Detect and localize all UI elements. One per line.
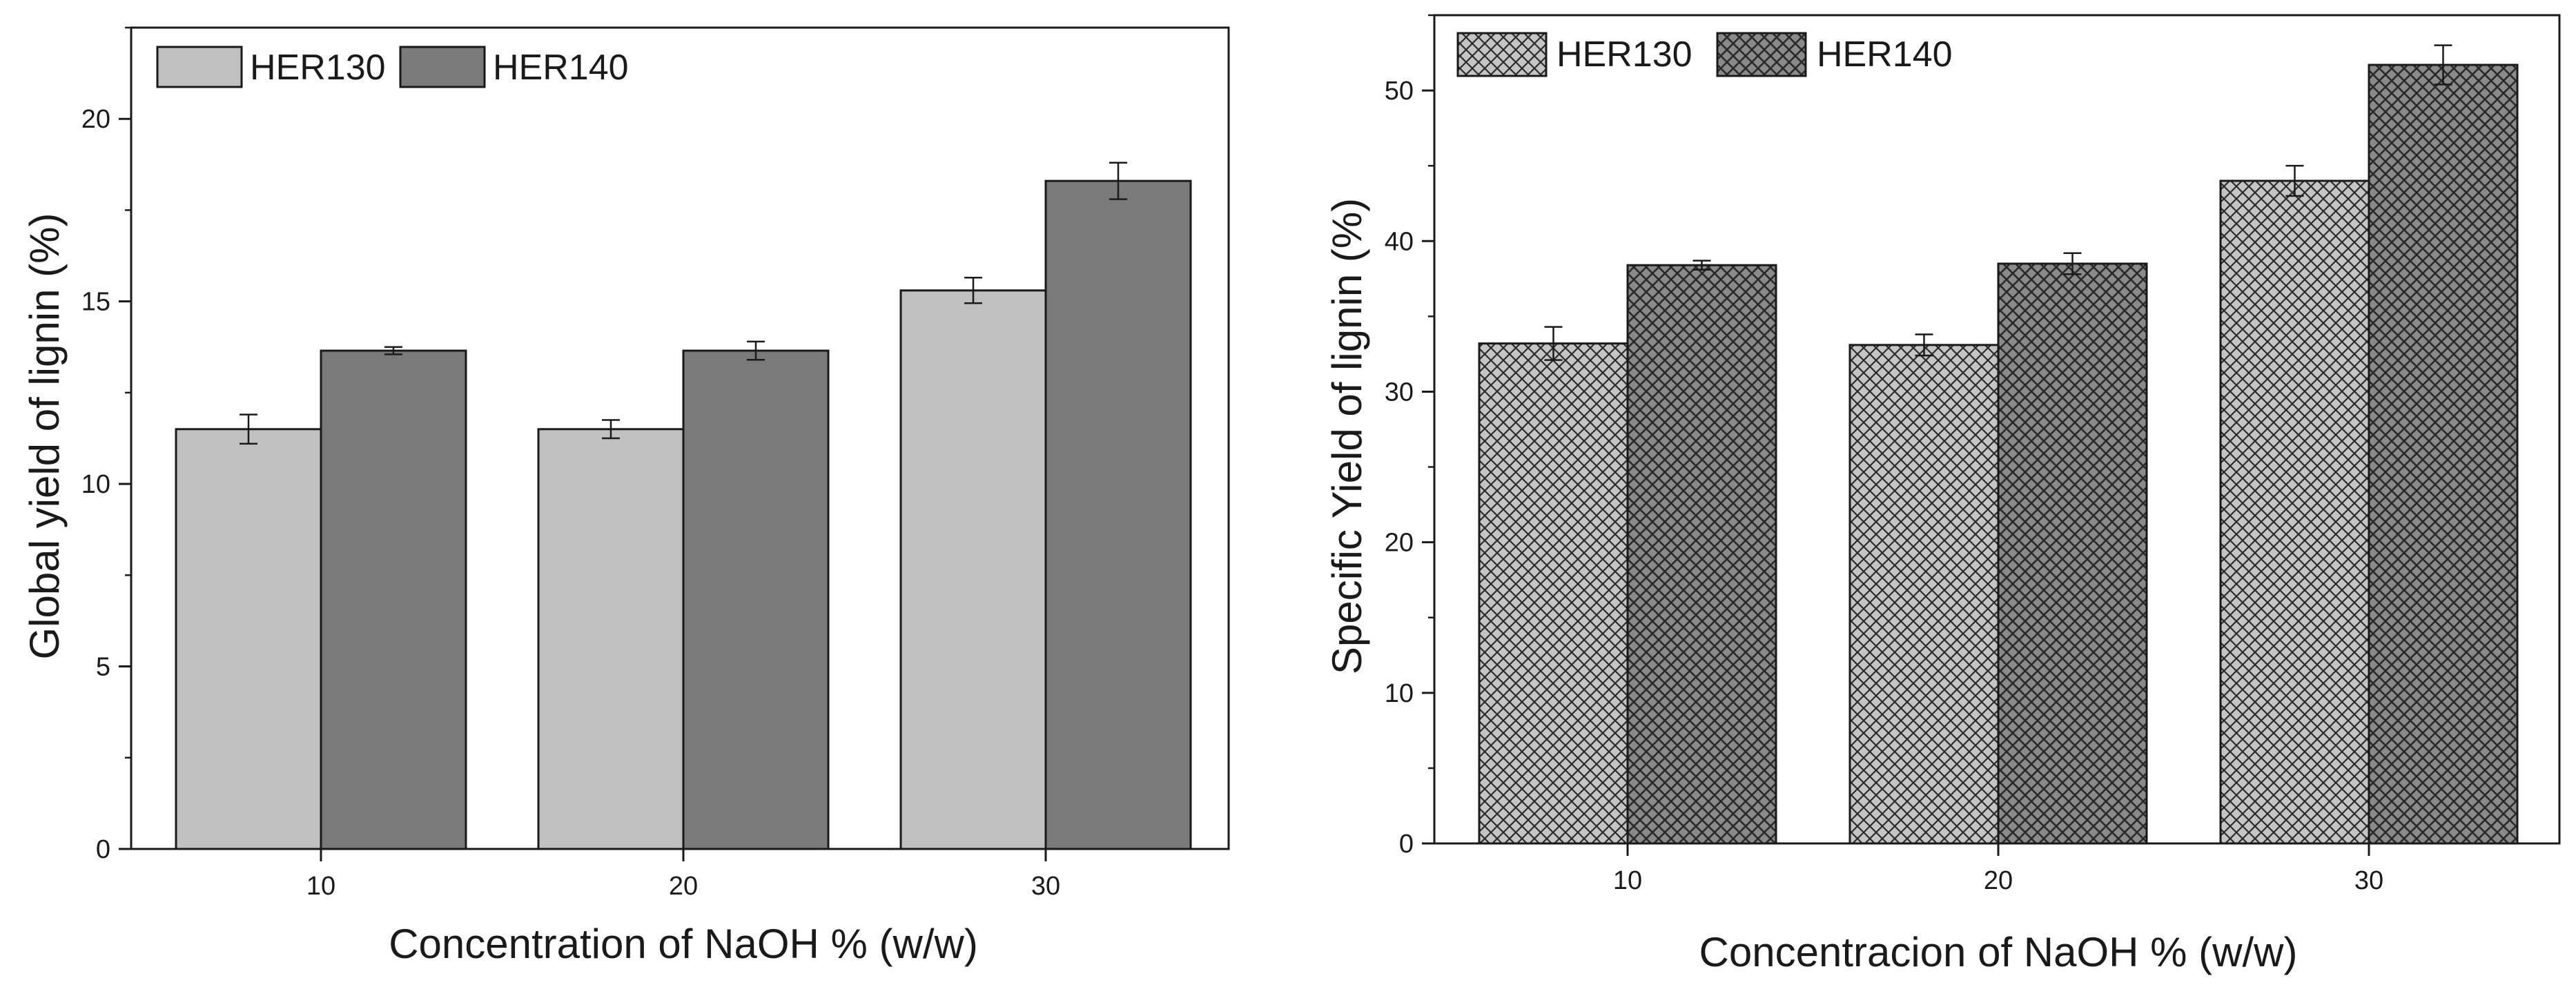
error-bar-her130-10 [240, 413, 257, 445]
y-tick-label: 30 [1385, 378, 1414, 407]
x-axis-title: Concentracion of NaOH % (w/w) [1699, 929, 2298, 975]
legend-label-her140: HER140 [493, 48, 629, 88]
axes-layer: 0 5 10 15 20 10 20 30 [81, 26, 1230, 901]
error-bar-her140-30 [2434, 44, 2452, 86]
error-bar-her140-10 [1692, 260, 1711, 271]
bar-her140-10 [320, 349, 467, 850]
legend: HER130 HER140 [156, 46, 629, 88]
legend-label-her140: HER140 [1817, 35, 1953, 75]
x-tick-label: 10 [306, 872, 335, 901]
error-bar-her140-30 [1109, 162, 1127, 200]
bar-her130-20 [537, 428, 685, 850]
bars-layer [1478, 63, 2519, 845]
global-yield-chart: Global yield of lignin (%) Concentration… [21, 26, 1230, 967]
error-bar-her140-10 [384, 346, 402, 355]
legend-swatch-her130 [1456, 32, 1548, 77]
y-axis-title: Specific Yield of lignin (%) [1324, 198, 1370, 674]
y-tick-label: 15 [81, 288, 110, 317]
error-bar-her130-10 [1544, 326, 1563, 361]
x-tick-label: 30 [2354, 866, 2383, 895]
error-bars-layer [1544, 44, 2452, 361]
bar-her140-20 [1997, 262, 2148, 845]
error-bar-her130-30 [2285, 164, 2304, 197]
error-bar-her130-20 [602, 419, 620, 440]
x-tick-label: 30 [1031, 872, 1060, 901]
bar-her140-30 [1044, 179, 1192, 850]
bar-her140-30 [2368, 63, 2519, 845]
y-tick-label: 50 [1385, 77, 1414, 106]
y-tick-label: 40 [1385, 227, 1414, 256]
error-bar-her130-20 [1915, 333, 1933, 357]
legend-label-her130: HER130 [1557, 35, 1692, 75]
bar-her130-10 [175, 428, 322, 850]
y-axis-title: Global yield of lignin (%) [21, 213, 68, 660]
axes-layer: 0 10 20 30 40 50 10 20 30 [1385, 14, 2561, 895]
bar-her130-20 [1848, 344, 2000, 845]
error-bar-her130-30 [964, 277, 982, 304]
bar-her140-10 [1626, 264, 1777, 845]
bar-her130-10 [1478, 342, 1629, 845]
y-tick-label: 20 [81, 105, 110, 134]
bars-layer [175, 179, 1192, 850]
y-tick-label: 0 [96, 835, 110, 864]
error-bar-her140-20 [747, 340, 765, 361]
plot-frame [1433, 14, 2561, 845]
y-tick-label: 10 [81, 470, 110, 499]
error-bars-layer [240, 162, 1127, 445]
x-tick-label: 10 [1613, 866, 1642, 895]
legend-swatch-her140 [1716, 32, 1807, 77]
y-tick-label: 20 [1385, 529, 1414, 558]
x-tick-label: 20 [669, 872, 698, 901]
bar-her140-20 [682, 349, 830, 850]
legend-label-her130: HER130 [250, 48, 386, 88]
plot-frame [130, 26, 1230, 850]
y-tick-label: 5 [96, 653, 110, 682]
error-bar-her140-20 [2063, 252, 2082, 275]
y-tick-label: 0 [1399, 830, 1414, 859]
legend: HER130 HER140 [1456, 32, 1953, 77]
y-tick-label: 10 [1385, 679, 1414, 708]
bar-her130-30 [899, 289, 1047, 850]
legend-swatch-her140 [399, 46, 486, 88]
legend-swatch-her130 [156, 46, 243, 88]
x-axis-title: Concentration of NaOH % (w/w) [389, 921, 978, 967]
bar-her130-30 [2219, 179, 2370, 845]
x-tick-label: 20 [1984, 866, 2013, 895]
specific-yield-chart: Specific Yield of lignin (%) Concentraci… [1324, 14, 2561, 975]
